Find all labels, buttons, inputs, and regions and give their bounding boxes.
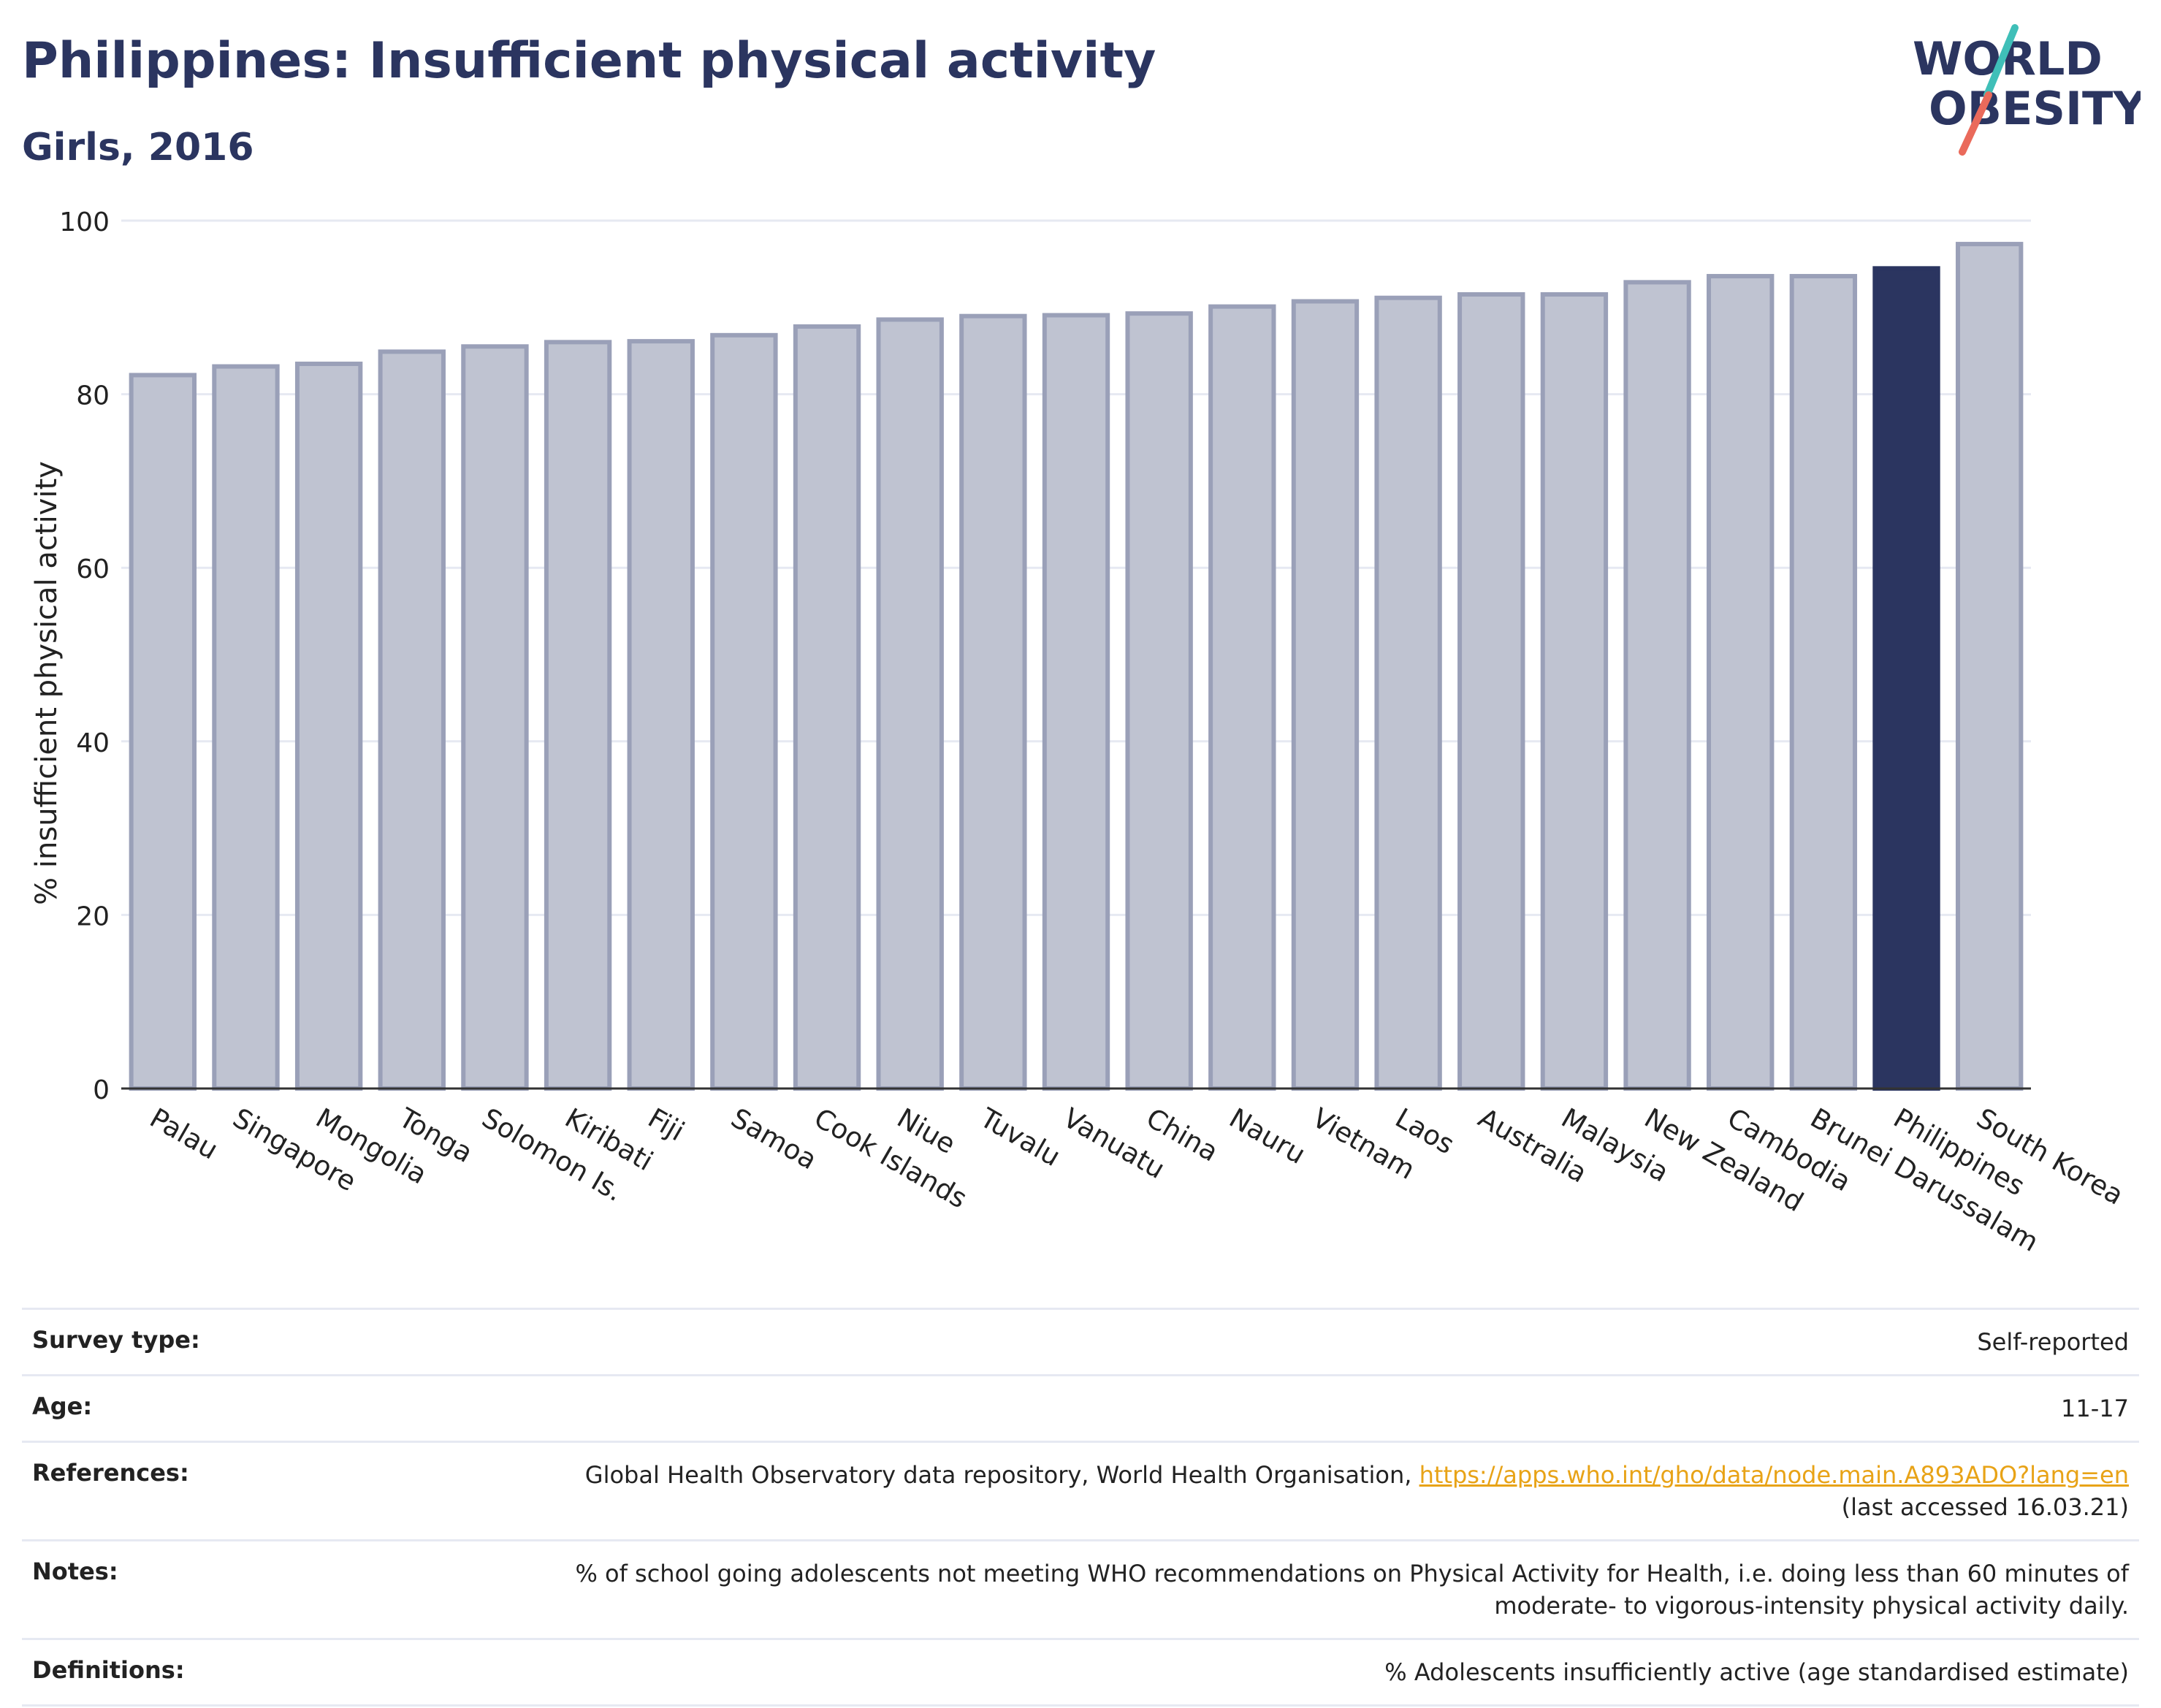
info-row-age: Age: 11-17 [22, 1374, 2139, 1443]
bar-new-zealand [1623, 280, 1691, 1091]
age-value: 11-17 [349, 1374, 2139, 1443]
x-tick-label: Cook Islands [809, 1102, 972, 1215]
bar-singapore [212, 364, 280, 1091]
survey-type-label: Survey type: [22, 1308, 349, 1376]
references-value: Global Health Observatory data repositor… [349, 1441, 2139, 1541]
bar-solomon-is [461, 344, 529, 1091]
bar-cambodia [1707, 274, 1775, 1091]
y-axis-title: % insufficient physical activity [30, 461, 64, 905]
bar-tuvalu [959, 313, 1027, 1091]
bar-chart: 0 20 40 60 80 100 Palau SingaporeMongoliaTonga… [59, 207, 2129, 1258]
bar-cook-islands [793, 324, 861, 1091]
y-tick-label: 80 [76, 381, 110, 411]
logo-slash-teal [1983, 24, 2019, 99]
bar-vanuatu [1042, 313, 1110, 1091]
bar-china [1125, 311, 1193, 1091]
bar-nauru [1208, 304, 1276, 1091]
references-link[interactable]: https://apps.who.int/gho/data/node.main.… [1419, 1461, 2129, 1489]
x-tick-label: Fiji [643, 1102, 690, 1148]
notes-line-2: moderate- to vigorous-intensity physical… [1494, 1592, 2129, 1620]
info-row-references: References: Global Health Observatory da… [22, 1441, 2139, 1541]
notes-value: % of school going adolescents not meetin… [349, 1539, 2139, 1640]
bar-philippines [1872, 266, 1940, 1091]
references-text: Global Health Observatory data repositor… [584, 1461, 1419, 1489]
age-label: Age: [22, 1374, 349, 1443]
y-tick-label: 0 [93, 1075, 110, 1105]
bar-kiribati [544, 340, 612, 1091]
bar-tonga [378, 349, 446, 1091]
bar-mongolia [294, 362, 363, 1091]
y-tick-label: 40 [76, 728, 110, 758]
references-label: References: [22, 1441, 349, 1541]
bar-australia [1457, 291, 1525, 1091]
y-tick-label: 60 [76, 554, 110, 584]
x-tick-label: Tuvalu [975, 1102, 1066, 1173]
y-tick-label: 100 [59, 207, 110, 237]
bar-fiji [627, 339, 695, 1091]
info-row-notes: Notes: % of school going adolescents not… [22, 1539, 2139, 1640]
y-tick-label: 20 [76, 901, 110, 931]
chart-subtitle: Girls, 2016 [22, 126, 254, 169]
world-obesity-logo: WORLD OBESITY [1913, 24, 2141, 156]
definitions-value: % Adolescents insufficiently active (age… [349, 1638, 2139, 1707]
bar-palau [129, 373, 197, 1091]
logo-word-obesity: OBESITY [1929, 82, 2141, 135]
bar-south-korea [1955, 242, 2024, 1091]
bar-vietnam [1291, 299, 1360, 1091]
references-accessed: (last accessed 16.03.21) [1841, 1493, 2129, 1521]
bar-samoa [710, 332, 778, 1091]
x-tick-label: Palau [145, 1102, 224, 1166]
survey-type-value: Self-reported [349, 1308, 2139, 1376]
info-row-definitions: Definitions: % Adolescents insufficientl… [22, 1638, 2139, 1707]
bar-malaysia [1540, 291, 1609, 1091]
info-row-survey-type: Survey type: Self-reported [22, 1308, 2139, 1376]
y-tick-labels: 0 20 40 60 80 100 [59, 207, 110, 1105]
chart-title: Philippines: Insufficient physical activ… [22, 32, 1156, 90]
logo-slash-coral [1959, 91, 1992, 156]
x-tick-label: Nauru [1224, 1102, 1311, 1170]
bar-laos [1374, 295, 1442, 1091]
definitions-label: Definitions: [22, 1638, 349, 1707]
bars [129, 242, 2024, 1091]
x-tick-label: Samoa [725, 1102, 822, 1176]
bar-brunei-darussalam [1789, 274, 1858, 1091]
bar-niue [876, 317, 944, 1091]
notes-line-1: % of school going adolescents not meetin… [575, 1560, 2129, 1587]
notes-label: Notes: [22, 1539, 349, 1640]
info-table: Survey type: Self-reported Age: 11-17 Re… [22, 1308, 2139, 1707]
